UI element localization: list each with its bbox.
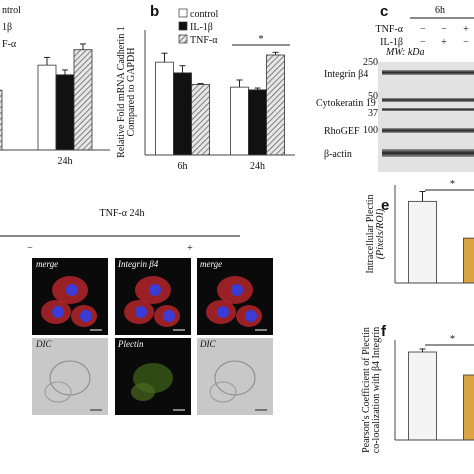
x-tick-label: 24h (58, 156, 73, 167)
y-axis-label: Compared to GAPDH (126, 48, 137, 137)
bar (55, 74, 75, 151)
panel-label: b (150, 3, 159, 20)
micrograph (32, 338, 108, 415)
legend-label: 1β (2, 22, 12, 33)
bar (155, 61, 174, 156)
y-axis-label: co-localization with β4 Integrin (371, 327, 382, 453)
legend-label: control (190, 9, 219, 20)
micrograph-title: TNF-α 24h (100, 208, 145, 219)
treatment: TNF-α (376, 24, 404, 35)
legend-label: IL-1β (190, 22, 213, 33)
micrograph-label: DIC (199, 339, 216, 349)
blot-band (382, 149, 474, 157)
y-axis-label: Pearson's Coefficient of Plectin (361, 327, 372, 453)
significance-mark: * (259, 34, 264, 45)
bar (73, 49, 93, 151)
bar (173, 72, 192, 156)
micrograph-grid (32, 258, 273, 415)
blot-time: 6h (435, 5, 445, 16)
cell-signal (131, 383, 155, 401)
y-axis-label: Intracellular Plectin (365, 194, 376, 273)
micrograph-label: merge (36, 259, 58, 269)
sign: + (441, 37, 447, 48)
protein: β-actin (324, 149, 352, 160)
blot-band (382, 70, 474, 75)
legend-swatch (178, 21, 188, 31)
blot-band (382, 98, 474, 102)
cell-outline (209, 381, 237, 403)
nucleus (217, 306, 229, 318)
legend-label: TNF-α (190, 35, 218, 46)
nucleus (80, 310, 92, 322)
condition: − (27, 243, 33, 254)
protein: RhoGEF (324, 126, 360, 137)
significance-mark: * (450, 334, 455, 345)
nucleus (52, 306, 64, 318)
bar (266, 54, 285, 156)
bar (463, 374, 474, 441)
significance-mark: * (450, 179, 455, 190)
bar (230, 86, 249, 156)
cell-outline (44, 381, 72, 403)
micrograph-label: merge (200, 259, 222, 269)
protein: Cytokeratin 19 (316, 98, 376, 109)
nucleus (66, 284, 78, 296)
micrograph-label: DIC (35, 339, 52, 349)
mw-label: MW: kDa (385, 47, 425, 58)
mw-marker: 50 (368, 91, 378, 102)
micrograph-label: Integrin β4 (117, 259, 159, 269)
blot-band (382, 108, 474, 111)
mw-marker: 37 (368, 108, 378, 119)
sign: − (441, 24, 447, 35)
sign: − (420, 37, 426, 48)
y-axis-label: Relative Fold mRNA Cadherin 1 (116, 26, 127, 158)
sign: + (463, 24, 469, 35)
panel-label: c (380, 3, 388, 20)
bar (191, 84, 210, 156)
micrograph (197, 338, 273, 415)
bar (0, 89, 3, 151)
condition: + (187, 243, 193, 254)
legend-label: F-α (2, 39, 17, 50)
mw-marker: 100 (363, 125, 378, 136)
sign: − (420, 24, 426, 35)
mw-marker: 250 (363, 57, 378, 68)
legend-label: ntrol (2, 5, 21, 16)
protein: Integrin β4 (324, 69, 368, 80)
bar (248, 89, 267, 156)
panel-label: f (381, 323, 387, 340)
micrograph-label: Plectin (117, 339, 144, 349)
x-tick-label: 6h (178, 161, 188, 172)
x-tick-label: 24h (250, 161, 265, 172)
nucleus (163, 310, 175, 322)
nucleus (149, 284, 161, 296)
nucleus (231, 284, 243, 296)
bar (37, 64, 57, 151)
bar (408, 351, 437, 441)
panel-label: e (381, 197, 389, 214)
legend-swatch (178, 8, 188, 18)
sign: − (463, 37, 469, 48)
bar (408, 200, 437, 284)
nucleus (135, 306, 147, 318)
bar (463, 237, 474, 284)
western-blot: 6h TNF-α − − + IL-1β − + − MW: kDa 250 5… (316, 5, 474, 172)
blot-band (382, 128, 474, 133)
nucleus (245, 310, 257, 322)
y-axis-label: (Pixels/ROI) (375, 208, 386, 259)
legend-swatch (178, 34, 188, 44)
treatment: IL-1β (380, 37, 403, 48)
micrographs: TNF-α 24h − + merge Integrin β4 merge Pl… (0, 208, 273, 415)
